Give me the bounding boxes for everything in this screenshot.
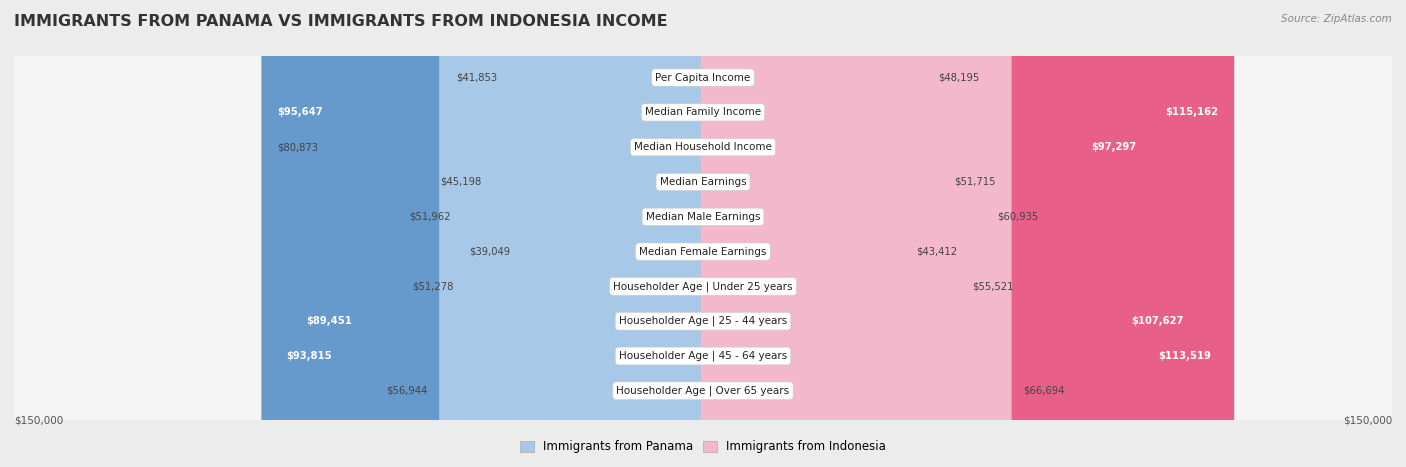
Text: $56,944: $56,944 (387, 386, 427, 396)
FancyBboxPatch shape (700, 0, 1012, 467)
Text: Median Female Earnings: Median Female Earnings (640, 247, 766, 256)
Text: Median Family Income: Median Family Income (645, 107, 761, 117)
Text: $89,451: $89,451 (307, 316, 352, 326)
Text: $51,715: $51,715 (955, 177, 995, 187)
FancyBboxPatch shape (700, 0, 904, 467)
Legend: Immigrants from Panama, Immigrants from Indonesia: Immigrants from Panama, Immigrants from … (515, 436, 891, 458)
Text: Householder Age | Under 25 years: Householder Age | Under 25 years (613, 281, 793, 292)
FancyBboxPatch shape (700, 0, 1199, 467)
FancyBboxPatch shape (700, 0, 1152, 467)
Text: $48,195: $48,195 (938, 72, 980, 83)
Text: Householder Age | Over 65 years: Householder Age | Over 65 years (616, 386, 790, 396)
FancyBboxPatch shape (700, 0, 1226, 467)
FancyBboxPatch shape (7, 0, 1399, 467)
Text: $107,627: $107,627 (1132, 316, 1184, 326)
FancyBboxPatch shape (7, 0, 1399, 467)
FancyBboxPatch shape (270, 0, 706, 467)
Text: Householder Age | 25 - 44 years: Householder Age | 25 - 44 years (619, 316, 787, 326)
Text: $93,815: $93,815 (285, 351, 332, 361)
FancyBboxPatch shape (7, 0, 1399, 467)
FancyBboxPatch shape (465, 0, 706, 467)
FancyBboxPatch shape (700, 0, 927, 467)
Text: Householder Age | 45 - 64 years: Householder Age | 45 - 64 years (619, 351, 787, 361)
FancyBboxPatch shape (522, 0, 706, 467)
Text: Median Male Earnings: Median Male Earnings (645, 212, 761, 222)
Text: $45,198: $45,198 (440, 177, 482, 187)
Text: $66,694: $66,694 (1024, 386, 1064, 396)
FancyBboxPatch shape (7, 0, 1399, 467)
Text: $39,049: $39,049 (468, 247, 510, 256)
Text: Per Capita Income: Per Capita Income (655, 72, 751, 83)
FancyBboxPatch shape (700, 0, 1234, 467)
Text: $55,521: $55,521 (972, 282, 1014, 291)
FancyBboxPatch shape (494, 0, 706, 467)
Text: IMMIGRANTS FROM PANAMA VS IMMIGRANTS FROM INDONESIA INCOME: IMMIGRANTS FROM PANAMA VS IMMIGRANTS FRO… (14, 14, 668, 29)
Text: $115,162: $115,162 (1166, 107, 1218, 117)
FancyBboxPatch shape (7, 0, 1399, 467)
Text: $51,962: $51,962 (409, 212, 450, 222)
Text: $43,412: $43,412 (917, 247, 957, 256)
FancyBboxPatch shape (700, 0, 960, 467)
Text: $60,935: $60,935 (997, 212, 1038, 222)
Text: $97,297: $97,297 (1091, 142, 1136, 152)
Text: $113,519: $113,519 (1157, 351, 1211, 361)
FancyBboxPatch shape (439, 0, 706, 467)
FancyBboxPatch shape (7, 0, 1399, 467)
FancyBboxPatch shape (7, 0, 1399, 467)
FancyBboxPatch shape (7, 0, 1399, 467)
Text: $150,000: $150,000 (1343, 416, 1392, 426)
FancyBboxPatch shape (463, 0, 706, 467)
Text: $80,873: $80,873 (277, 142, 318, 152)
FancyBboxPatch shape (7, 0, 1399, 467)
Text: $95,647: $95,647 (277, 107, 323, 117)
FancyBboxPatch shape (7, 0, 1399, 467)
FancyBboxPatch shape (700, 0, 986, 467)
FancyBboxPatch shape (262, 0, 706, 467)
Text: $51,278: $51,278 (412, 282, 454, 291)
Text: Median Household Income: Median Household Income (634, 142, 772, 152)
Text: $41,853: $41,853 (456, 72, 496, 83)
Text: Median Earnings: Median Earnings (659, 177, 747, 187)
FancyBboxPatch shape (700, 0, 943, 467)
Text: Source: ZipAtlas.com: Source: ZipAtlas.com (1281, 14, 1392, 24)
FancyBboxPatch shape (329, 0, 706, 467)
FancyBboxPatch shape (509, 0, 706, 467)
FancyBboxPatch shape (290, 0, 706, 467)
Text: $150,000: $150,000 (14, 416, 63, 426)
